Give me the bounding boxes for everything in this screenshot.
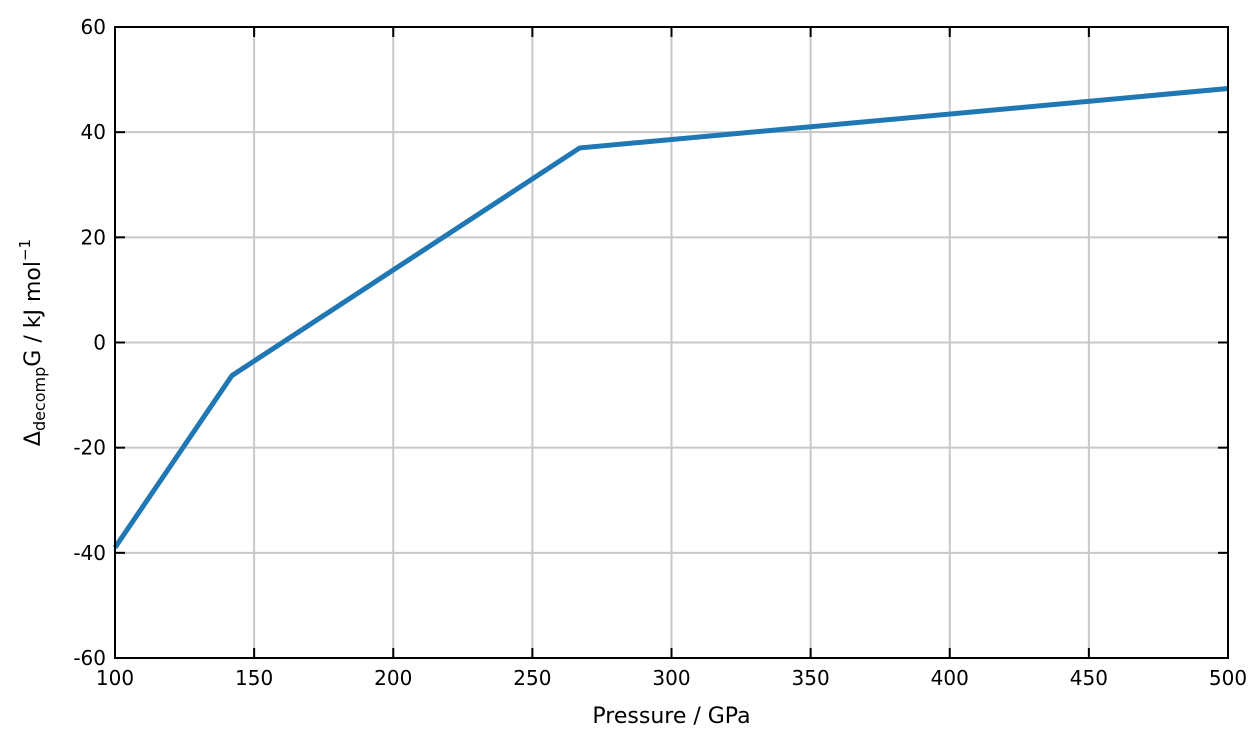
y-axis-label-main: Δ [21, 431, 46, 446]
x-tick-label: 350 [792, 666, 830, 690]
x-tick-label: 150 [235, 666, 273, 690]
y-tick-label: -20 [73, 436, 106, 460]
y-axis-label: ΔdecompG / kJ mol−1 [16, 239, 49, 446]
y-tick-labels: -60 -40 -20 0 20 40 60 [73, 15, 106, 670]
x-tick-labels: 100 150 200 250 300 350 400 450 500 [96, 666, 1247, 690]
y-tick-label: -60 [73, 646, 106, 670]
y-tick-label: -40 [73, 541, 106, 565]
series-line [112, 86, 1229, 549]
series-layer [112, 86, 1229, 549]
y-axis-label-rest: G / kJ mol [21, 261, 46, 367]
x-tick-label: 400 [931, 666, 969, 690]
x-tick-label: 200 [374, 666, 412, 690]
x-axis-label: Pressure / GPa [592, 704, 750, 729]
y-tick-label: 60 [81, 15, 106, 39]
y-tick-label: 0 [93, 331, 106, 355]
y-axis-label-sub: decomp [30, 367, 49, 431]
x-tick-label: 450 [1070, 666, 1108, 690]
ticks [114, 26, 1229, 659]
x-tick-label: 300 [652, 666, 690, 690]
y-tick-label: 20 [81, 225, 106, 249]
y-axis-label-sup: −1 [16, 239, 34, 261]
x-tick-label: 250 [513, 666, 551, 690]
grid-lines [115, 27, 1228, 658]
x-tick-label: 500 [1209, 666, 1247, 690]
x-tick-label: 100 [96, 666, 134, 690]
y-tick-label: 40 [81, 120, 106, 144]
